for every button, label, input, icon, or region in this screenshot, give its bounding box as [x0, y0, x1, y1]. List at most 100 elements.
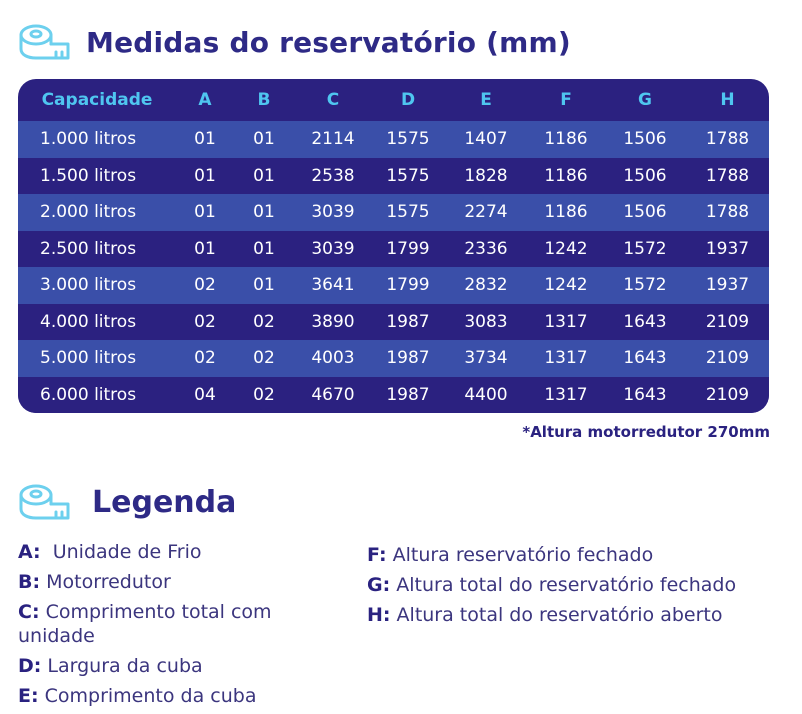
table-cell: 1788: [686, 157, 769, 194]
table-cell: 01: [176, 121, 234, 158]
legend-key: D:: [18, 655, 42, 677]
column-header: F: [560, 90, 572, 110]
measuring-tape-icon: [19, 24, 70, 60]
table-cell: 3890: [294, 303, 372, 340]
table-cell: 2114: [294, 121, 372, 158]
table-cell: 1788: [686, 121, 769, 158]
table-cell: 1317: [528, 303, 604, 340]
table-cell: 3641: [294, 267, 372, 304]
table-cell: 04: [176, 376, 234, 413]
capacity-cell: 5.000 litros: [18, 340, 176, 377]
table-cell: 1575: [372, 121, 444, 158]
table-cell: 1799: [372, 230, 444, 267]
page-title: Medidas do reservatório (mm): [86, 25, 571, 59]
table-cell: 2336: [444, 230, 528, 267]
legend-item: B: Motorredutor: [18, 570, 318, 594]
table-row: 2.500 litros 01 01 3039 1799 2336 1242 1572 1937: [18, 230, 769, 267]
table-cell: 2832: [444, 267, 528, 304]
table-cell: 1937: [686, 267, 769, 304]
legend-key: C:: [18, 601, 40, 623]
legend-right-column: F: Altura reservatório fechado G: Altura …: [367, 543, 787, 633]
table-row: 6.000 litros 04 02 4670 1987 4400 1317 1643 2109: [18, 376, 769, 413]
capacity-cell: 2.500 litros: [18, 230, 176, 267]
table-cell: 1186: [528, 157, 604, 194]
legend-item: H: Altura total do reservatório aberto: [367, 603, 787, 627]
capacity-cell: 2.000 litros: [18, 194, 176, 231]
table-cell: 1317: [528, 376, 604, 413]
table-cell: 3039: [294, 230, 372, 267]
legend-text: Comprimento da cuba: [38, 685, 257, 707]
table-cell: 02: [234, 376, 294, 413]
table-cell: 1643: [604, 303, 686, 340]
legend-text: Altura total do reservatório aberto: [390, 604, 723, 626]
table-cell: 4670: [294, 376, 372, 413]
table-cell: 1828: [444, 157, 528, 194]
table-cell: 1987: [372, 376, 444, 413]
legend-key: E:: [18, 685, 39, 707]
column-header: B: [257, 90, 271, 110]
column-header: G: [638, 90, 652, 110]
legend-text: Motorredutor: [40, 571, 171, 593]
table-cell: 1317: [528, 340, 604, 377]
table-body: 1.000 litros 01 01 2114 1575 1407 1186 1506 1788…: [18, 121, 769, 413]
table-cell: 2109: [686, 376, 769, 413]
column-header: C: [326, 90, 340, 110]
legend-item: F: Altura reservatório fechado: [367, 543, 787, 567]
table-cell: 1987: [372, 340, 444, 377]
table-cell: 2109: [686, 340, 769, 377]
legend-text: Unidade de Frio: [40, 541, 202, 563]
legend-key: B:: [18, 571, 41, 593]
table-cell: 1186: [528, 121, 604, 158]
table-cell: 3039: [294, 194, 372, 231]
legend-item: E: Comprimento da cuba: [18, 684, 318, 708]
table-cell: 01: [234, 267, 294, 304]
table-cell: 1575: [372, 157, 444, 194]
table-cell: 1572: [604, 230, 686, 267]
table-row: 5.000 litros 02 02 4003 1987 3734 1317 1643 2109: [18, 340, 769, 377]
table-cell: 1506: [604, 194, 686, 231]
capacity-cell: 3.000 litros: [18, 267, 176, 304]
legend-left-column: A: Unidade de Frio B: Motorredutor C: Comp…: [18, 540, 318, 714]
dimensions-table-container: Capacidade A B C D E F G H 1.000 litros 01 01 2114 1…: [18, 79, 769, 413]
table-cell: 1572: [604, 267, 686, 304]
table-cell: 01: [234, 230, 294, 267]
motor-height-note: *Altura motorredutor 270mm: [522, 423, 770, 441]
table-cell: 1643: [604, 340, 686, 377]
legend-key: F:: [367, 544, 387, 566]
table-cell: 1506: [604, 121, 686, 158]
page-header: Medidas do reservatório (mm): [18, 18, 571, 66]
table-cell: 2538: [294, 157, 372, 194]
table-cell: 2274: [444, 194, 528, 231]
capacity-cell: 1.500 litros: [18, 157, 176, 194]
column-header: D: [400, 90, 416, 110]
table-cell: 1937: [686, 230, 769, 267]
table-cell: 01: [176, 157, 234, 194]
column-header: A: [198, 90, 212, 110]
table-cell: 01: [234, 194, 294, 231]
legend-item: D: Largura da cuba: [18, 654, 318, 678]
measuring-tape-icon: [19, 484, 70, 520]
table-cell: 4400: [444, 376, 528, 413]
table-cell: 1242: [528, 230, 604, 267]
table-cell: 3734: [444, 340, 528, 377]
table-header-row: Capacidade A B C D E F G H: [18, 79, 769, 121]
legend-text: Comprimento total com unidade: [18, 601, 278, 647]
table-cell: 1506: [604, 157, 686, 194]
legend-title: Legenda: [92, 484, 237, 520]
column-header: Capacidade: [41, 90, 153, 110]
table-cell: 02: [176, 340, 234, 377]
table-cell: 1242: [528, 267, 604, 304]
table-cell: 02: [234, 340, 294, 377]
legend-text: Altura reservatório fechado: [386, 544, 654, 566]
dimensions-table: Capacidade A B C D E F G H 1.000 litros 01 01 2114 1…: [18, 79, 769, 413]
table-cell: 01: [176, 230, 234, 267]
table-cell: 1186: [528, 194, 604, 231]
table-cell: 1987: [372, 303, 444, 340]
capacity-cell: 1.000 litros: [18, 121, 176, 158]
table-row: 1.500 litros 01 01 2538 1575 1828 1186 1506 1788: [18, 157, 769, 194]
table-row: 2.000 litros 01 01 3039 1575 2274 1186 1506 1788: [18, 194, 769, 231]
table-row: 4.000 litros 02 02 3890 1987 3083 1317 1643 2109: [18, 303, 769, 340]
legend-key: H:: [367, 604, 391, 626]
table-cell: 02: [176, 267, 234, 304]
table-cell: 4003: [294, 340, 372, 377]
